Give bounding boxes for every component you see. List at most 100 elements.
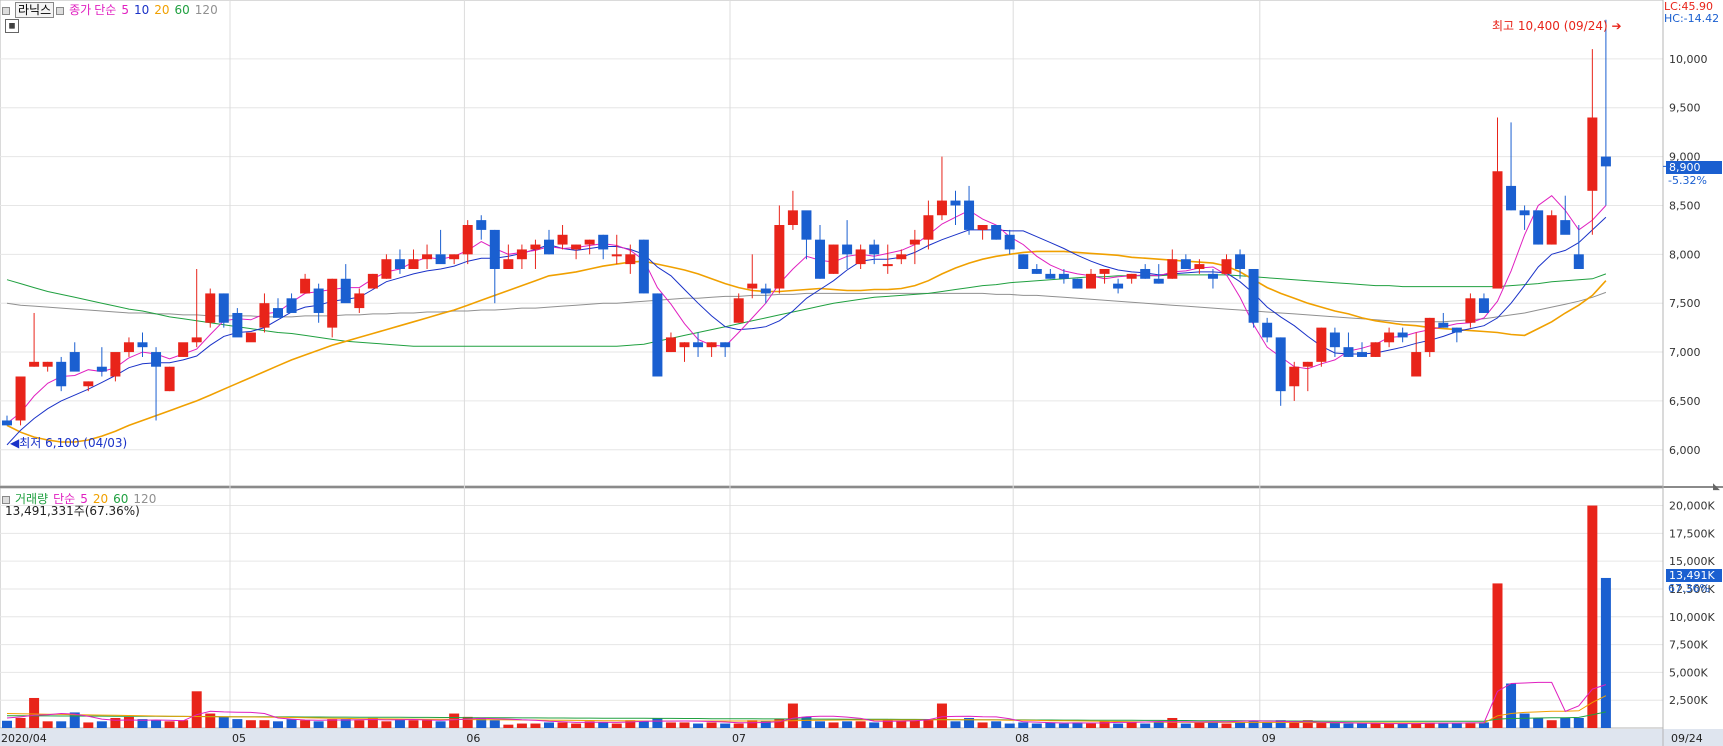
candle-body <box>1329 332 1340 348</box>
candle-body <box>1140 268 1151 279</box>
candle-body <box>1262 322 1273 338</box>
candle-body <box>1506 185 1517 211</box>
candle-body <box>1573 254 1584 269</box>
volume-bar <box>69 712 80 728</box>
candle-body <box>1086 273 1096 289</box>
volume-bar <box>1384 723 1395 728</box>
volume-bar <box>544 722 554 728</box>
volume-bar <box>340 719 351 728</box>
pane-resize-icon[interactable]: ◣ <box>1713 482 1720 492</box>
volume-bar <box>1180 723 1191 728</box>
volume-bar <box>1221 723 1232 728</box>
x-axis-label: 05 <box>232 732 246 745</box>
volume-bar <box>191 691 202 728</box>
candle-body <box>1316 327 1327 362</box>
volume-bar <box>83 722 94 728</box>
candle-body <box>476 220 487 230</box>
candle-body <box>381 259 392 279</box>
candle-body <box>489 229 500 269</box>
candle-body <box>462 225 473 255</box>
candle-body <box>218 293 229 323</box>
candle-body <box>882 264 893 267</box>
candle-body <box>1058 273 1069 279</box>
volume-axis-label: 20,000K <box>1669 500 1715 513</box>
candle-body <box>720 342 731 348</box>
legend-toggle-icon[interactable] <box>2 495 10 504</box>
volume-bar <box>1357 723 1367 728</box>
table-icon[interactable]: ▦ <box>5 19 19 33</box>
volume-bar <box>1153 722 1164 728</box>
candle-body <box>991 225 1002 240</box>
volume-axis-label: 15,000K <box>1669 555 1715 568</box>
volume-bar <box>842 721 853 728</box>
volume-pane[interactable] <box>0 487 1664 729</box>
ma20-label: 20 <box>154 3 170 17</box>
volume-bar <box>1600 577 1611 728</box>
price-axis-label: 7,500 <box>1669 297 1701 310</box>
price-axis-label: 7,000 <box>1669 346 1701 359</box>
candle-body <box>1370 342 1381 357</box>
candle-body <box>733 298 744 323</box>
low-label-text: 최저 6,100 (04/03) <box>19 436 128 450</box>
volume-bar <box>530 723 541 728</box>
candle-body <box>1072 278 1083 289</box>
volume-bar <box>1031 723 1042 728</box>
ma60-label: 60 <box>174 3 190 17</box>
volume-bar <box>1438 723 1449 728</box>
volume-bar <box>273 721 283 728</box>
candle-body <box>1194 264 1205 269</box>
legend-toggle-icon[interactable] <box>56 6 65 15</box>
volume-bar <box>1113 723 1124 728</box>
candle-body <box>584 239 595 245</box>
candle-body <box>340 278 351 304</box>
stock-name[interactable]: 라닉스 <box>15 2 55 18</box>
candle-body <box>69 352 80 372</box>
candle-body <box>598 234 609 250</box>
candle-body <box>300 278 311 294</box>
volume-ma-lines <box>6 681 1607 725</box>
volume-bar <box>394 719 405 728</box>
ma20-line <box>6 250 1607 443</box>
volume-bar <box>801 716 812 728</box>
volume-bar <box>964 717 975 728</box>
candle-body <box>787 210 798 226</box>
candle-body <box>1153 278 1164 284</box>
volume-bar <box>354 720 365 728</box>
price-pane[interactable] <box>0 0 1664 487</box>
price-axis-label: 9,500 <box>1669 102 1701 115</box>
volume-bar <box>476 717 487 728</box>
volume-bar <box>706 722 717 728</box>
candle-body <box>1004 234 1015 250</box>
x-axis-label: 09/24 <box>1671 732 1703 745</box>
hc-value: HC:-14.42 <box>1664 12 1720 25</box>
candle-body <box>896 254 907 260</box>
candle-body <box>56 361 67 387</box>
candle-body <box>354 293 365 309</box>
volume-bar <box>56 721 67 728</box>
volume-bar <box>991 721 1002 728</box>
legend-toggle-icon[interactable] <box>2 6 10 15</box>
volume-summary: 13,491,331주(67.36%) <box>5 504 140 518</box>
candle-body <box>516 249 527 260</box>
candle-body <box>137 342 148 348</box>
candle-body <box>1465 298 1476 323</box>
volume-bar <box>1072 722 1083 728</box>
volume-bar <box>29 697 40 728</box>
volume-bar <box>42 721 53 728</box>
volume-bar <box>1397 723 1408 728</box>
volume-axis-label: 5,000K <box>1669 666 1708 679</box>
candle-body <box>1587 117 1598 191</box>
ma-type: 단순 <box>94 3 117 17</box>
volume-ma-type: 단순 <box>53 492 76 506</box>
vol-ma60-label: 60 <box>113 492 129 506</box>
volume-bar <box>909 720 920 728</box>
candle-body <box>503 259 514 269</box>
price-type: 종가 <box>69 3 92 17</box>
volume-bar <box>300 720 311 728</box>
volume-bar <box>232 719 243 728</box>
candle-body <box>923 215 934 240</box>
candle-body <box>869 244 880 255</box>
candle-body <box>1275 337 1286 392</box>
volume-bar <box>1329 722 1340 728</box>
